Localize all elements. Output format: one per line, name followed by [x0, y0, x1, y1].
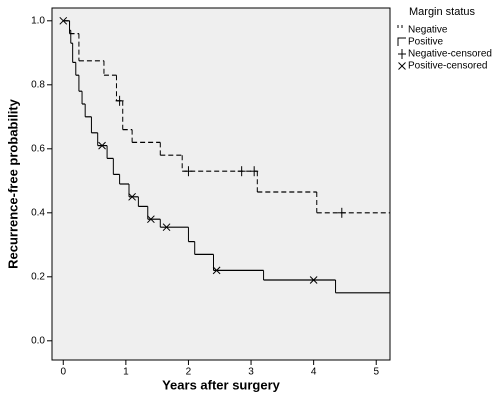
x-tick-label: 3 [248, 367, 254, 378]
y-tick-label: 0.4 [31, 207, 45, 218]
legend-swatch [398, 62, 406, 70]
censor-marker [115, 95, 124, 106]
censor-marker [237, 166, 246, 177]
y-tick-label: 0.8 [31, 79, 45, 90]
marker-stroke [59, 16, 68, 25]
legend-swatch [397, 25, 403, 28]
marker-stroke [128, 192, 136, 201]
x-axis-title: Years after surgery [162, 377, 281, 392]
legend-swatch [398, 49, 406, 59]
legend-label: Positive [408, 37, 443, 48]
censor-marker [309, 276, 318, 284]
marker-stroke [147, 215, 155, 224]
censor-marker [250, 166, 259, 177]
x-tick-label: 0 [60, 367, 66, 378]
marker-stroke [309, 276, 318, 284]
censor-marker [128, 192, 136, 201]
legend-label: Negative [408, 25, 448, 36]
legend-label: Positive-censored [408, 61, 487, 72]
x-tick-label: 4 [311, 367, 317, 378]
censor-marker [147, 215, 155, 224]
y-tick-label: 0.2 [31, 271, 45, 282]
y-axis-title: Recurrence-free probability [5, 98, 20, 269]
marker-stroke [162, 223, 171, 232]
legend-label: Negative-censored [408, 49, 492, 60]
censor-marker [59, 16, 68, 25]
marker-stroke [98, 141, 106, 150]
x-tick-label: 1 [123, 367, 129, 378]
y-tick-label: 0.6 [31, 143, 45, 154]
legend-swatch [397, 37, 406, 46]
censor-marker [212, 266, 221, 275]
x-tick-label: 2 [186, 367, 192, 378]
censor-marker [184, 166, 193, 177]
plot-area [51, 7, 391, 361]
y-tick-label: 0.0 [31, 335, 45, 346]
marker-stroke [398, 62, 406, 70]
censor-marker [98, 141, 106, 150]
censor-marker [337, 207, 346, 218]
y-tick-label: 1.0 [31, 15, 45, 26]
legend-title: Margin status [409, 6, 476, 18]
marker-stroke [212, 266, 221, 275]
censor-marker [162, 223, 171, 232]
x-tick-label: 5 [373, 367, 379, 378]
